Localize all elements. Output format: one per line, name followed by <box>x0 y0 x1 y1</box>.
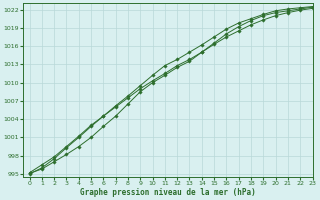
X-axis label: Graphe pression niveau de la mer (hPa): Graphe pression niveau de la mer (hPa) <box>80 188 256 197</box>
